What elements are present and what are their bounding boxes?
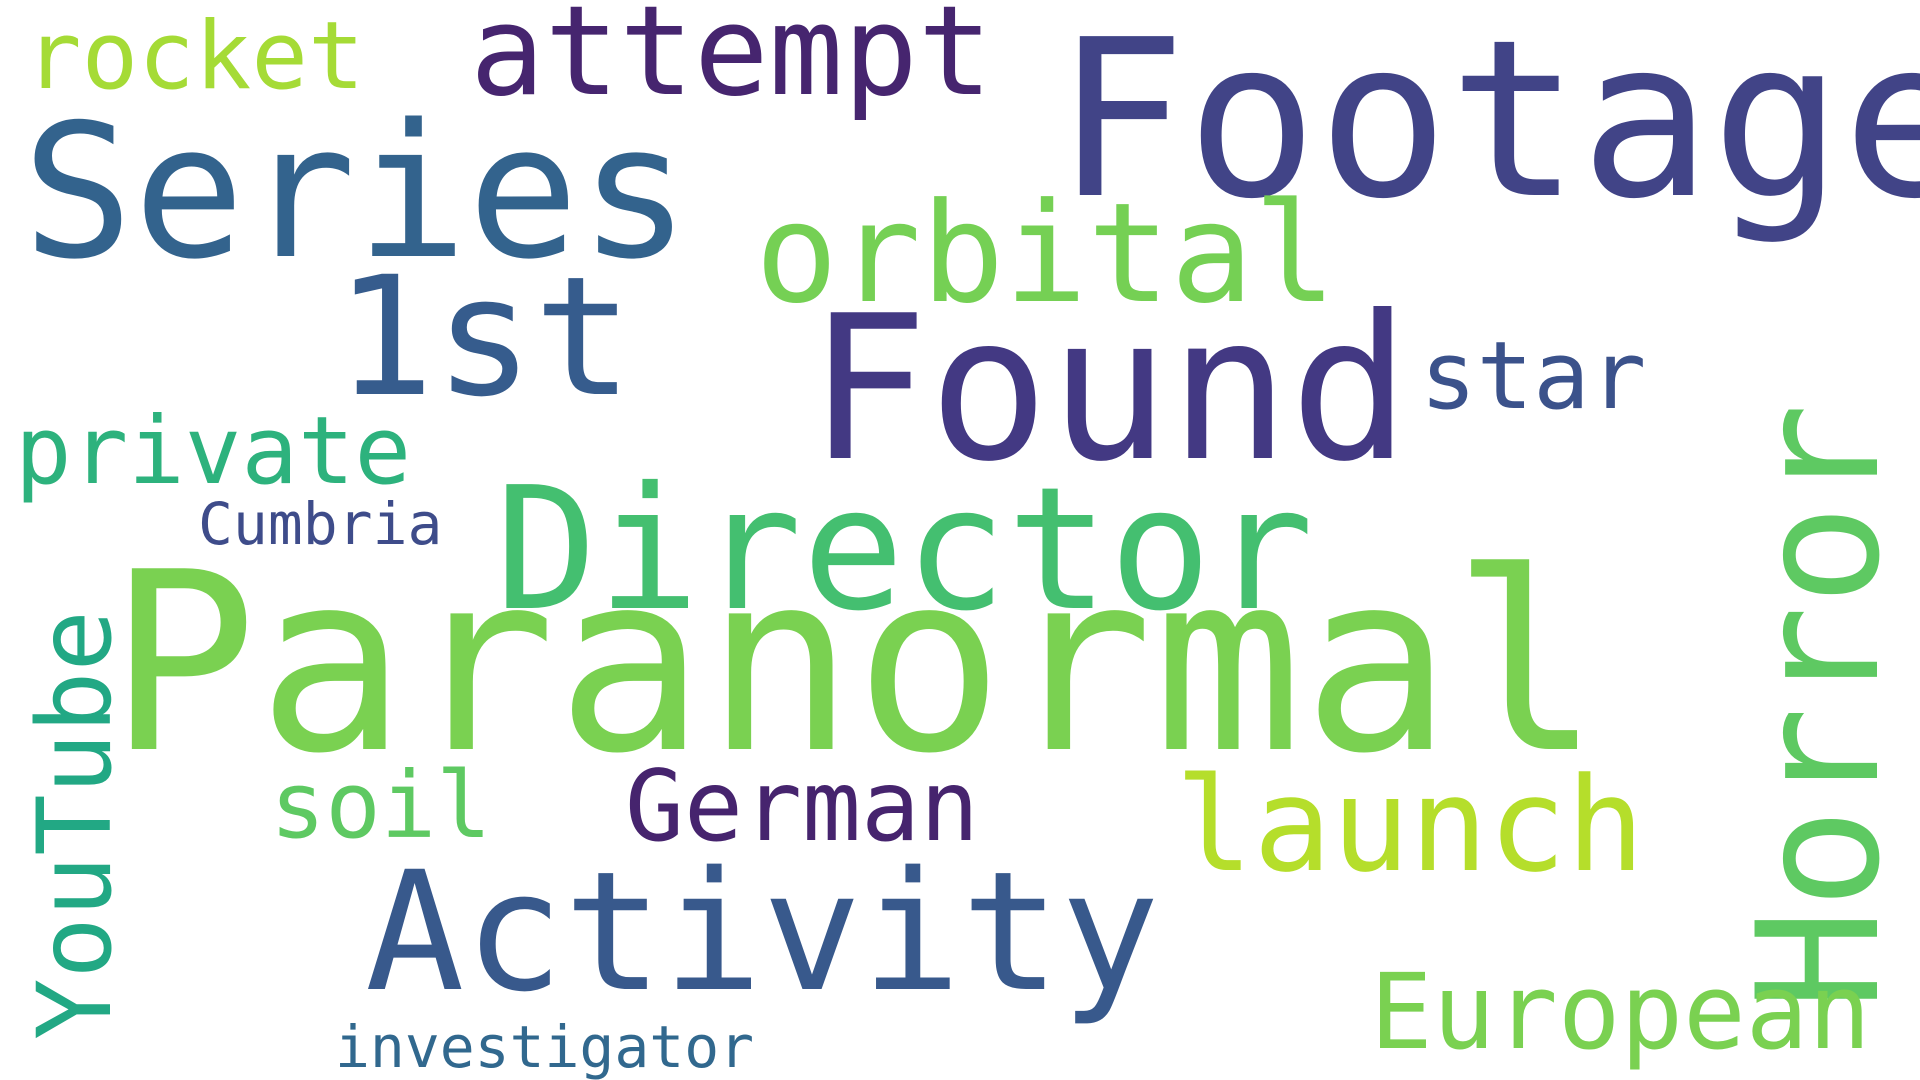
- word-activity: Activity: [365, 836, 1160, 1028]
- word-private: private: [15, 397, 412, 506]
- word-soil: soil: [270, 752, 492, 859]
- word-cumbria: Cumbria: [198, 490, 443, 558]
- word-rocket: rocket: [25, 2, 365, 111]
- word-director: Director: [495, 451, 1314, 649]
- word-orbital: orbital: [755, 173, 1337, 334]
- word-youtube: YouTube: [16, 610, 135, 1040]
- word-investigator: investigator: [335, 1013, 755, 1080]
- word-european: European: [1370, 951, 1871, 1073]
- word-series: Series: [22, 84, 691, 300]
- word-attempt: attempt: [470, 0, 993, 124]
- word-german: German: [625, 750, 980, 864]
- word-horror: Horror: [1721, 403, 1917, 1010]
- word-paranormal: Paranormal: [108, 520, 1602, 808]
- word-footage: Footage: [1055, 0, 1920, 247]
- word-launch: launch: [1175, 749, 1645, 901]
- word-1st: 1st: [335, 241, 634, 433]
- word-found: Found: [808, 273, 1411, 506]
- word-star: star: [1420, 322, 1647, 431]
